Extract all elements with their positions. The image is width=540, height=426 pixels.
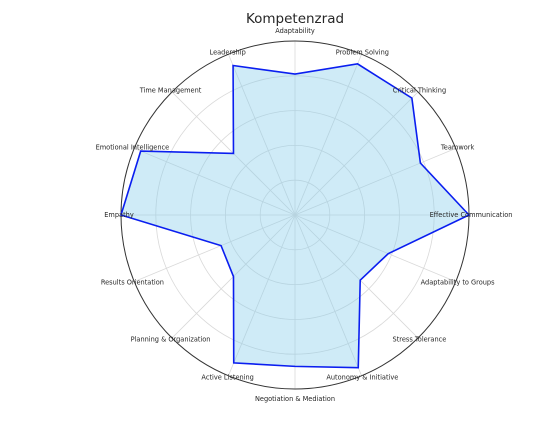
category-label: Teamwork	[440, 144, 475, 152]
grid-spoke	[294, 214, 362, 376]
chart-title: Kompetenzrad	[245, 11, 345, 27]
category-label: Autonomy & Initiative	[326, 374, 398, 382]
grid-spoke	[294, 214, 419, 339]
grid-spoke	[294, 148, 456, 216]
category-label: Problem Solving	[336, 48, 389, 56]
grid-spoke	[228, 214, 296, 376]
category-label: Effective Communication	[430, 211, 513, 219]
category-label: Critical Thinking	[393, 87, 446, 95]
grid-spoke	[294, 214, 456, 282]
category-label: Adaptability to Groups	[421, 278, 495, 286]
category-label: Stress Tolerance	[393, 335, 447, 343]
label-layer: Effective Communication Teamwork Critical …	[96, 27, 513, 403]
grid-spoke	[294, 91, 419, 216]
category-label: Negotiation & Mediation	[255, 395, 335, 403]
category-label: Emotional Intelligence	[96, 144, 170, 152]
grid-spoke	[294, 54, 362, 216]
category-label: Results Orientation	[101, 278, 164, 286]
category-label: Time Management	[139, 87, 202, 95]
grid-spoke	[134, 214, 296, 282]
category-label: Leadership	[210, 48, 246, 56]
grid-spoke	[134, 148, 296, 216]
category-label: Empathy	[104, 211, 134, 219]
category-label: Adaptability	[275, 27, 315, 35]
series-area	[121, 63, 469, 368]
grid-spoke	[228, 54, 296, 216]
data-layer	[119, 63, 471, 369]
category-label: Planning & Organization	[131, 335, 211, 343]
category-label: Active Listening	[201, 374, 253, 382]
